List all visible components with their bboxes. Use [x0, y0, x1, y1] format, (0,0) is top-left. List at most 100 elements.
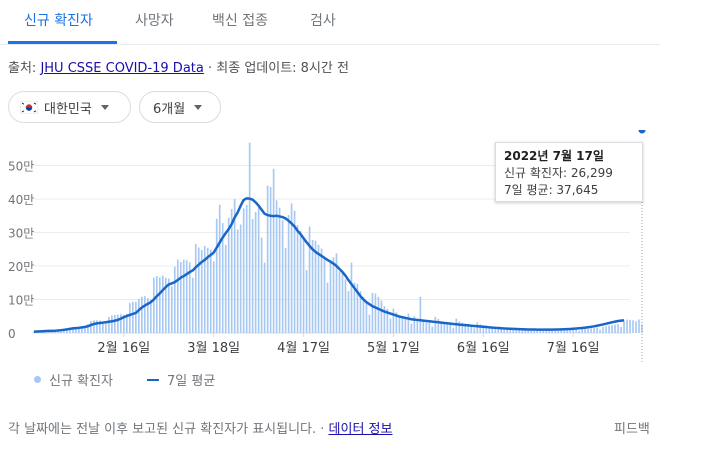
case-bar: [422, 319, 425, 333]
case-bar: [497, 327, 500, 333]
case-bar: [590, 328, 592, 333]
case-bar: [33, 331, 35, 333]
case-bar: [467, 323, 470, 333]
y-tick-label: 50만: [8, 160, 34, 174]
x-tick-label: 4월 17일: [277, 341, 330, 356]
x-tick-label: 2월 16일: [97, 341, 150, 356]
case-bar: [308, 226, 311, 333]
case-bar: [443, 322, 446, 333]
case-bar: [284, 247, 287, 333]
case-bar: [114, 314, 116, 333]
case-bar: [272, 168, 275, 333]
x-tick-label: 6월 16일: [457, 341, 510, 356]
case-bar: [218, 204, 221, 333]
case-bar: [521, 328, 524, 333]
case-bar: [140, 296, 143, 333]
case-bar: [359, 291, 362, 333]
case-bar: [629, 319, 631, 333]
case-bar: [380, 300, 383, 333]
legend-average-label: 7일 평균: [167, 374, 216, 389]
source-link[interactable]: JHU CSSE COVID-19 Data: [40, 61, 204, 76]
case-bar: [179, 261, 182, 333]
case-bar: [326, 282, 329, 333]
case-bar: [143, 296, 146, 333]
case-bar: [209, 249, 212, 333]
case-bar: [81, 326, 83, 333]
case-bar: [197, 247, 200, 333]
case-bar: [377, 296, 380, 333]
range-dropdown[interactable]: 6개월: [139, 91, 221, 123]
tab-vaccinations[interactable]: 백신 접종: [212, 13, 268, 29]
case-bar: [479, 324, 482, 333]
case-bar: [617, 324, 619, 333]
case-bar: [138, 298, 140, 333]
case-bar: [419, 296, 422, 333]
case-bar: [632, 320, 634, 333]
case-bar: [638, 319, 640, 333]
case-bar: [554, 330, 556, 333]
y-tick-label: 10만: [8, 294, 34, 308]
feedback-link[interactable]: 피드백: [614, 422, 650, 437]
case-bar: [135, 301, 137, 333]
tab-deaths[interactable]: 사망자: [135, 13, 174, 29]
case-bar: [518, 328, 521, 333]
case-bar: [191, 277, 194, 333]
region-dropdown[interactable]: 대한민국: [8, 91, 131, 123]
case-bar: [117, 314, 119, 333]
case-bar: [84, 325, 86, 333]
case-bar: [341, 272, 344, 333]
case-bar: [542, 329, 544, 333]
case-bar: [90, 320, 92, 333]
tab-tests[interactable]: 검사: [310, 13, 336, 29]
case-bar: [587, 328, 589, 333]
case-bar: [545, 329, 547, 333]
case-bar: [227, 218, 230, 333]
x-axis-labels: 2월 16일 3월 18일 4월 17일 5월 17일 6월 16일 7월 16일: [97, 333, 600, 356]
case-bar: [452, 327, 455, 333]
case-bar: [635, 321, 637, 333]
case-bar: [446, 323, 449, 333]
case-bar: [416, 318, 419, 333]
case-bar: [206, 247, 209, 333]
seven-day-average-line: [33, 197, 625, 333]
case-bar: [120, 314, 122, 333]
case-bar: [323, 257, 326, 333]
data-info-link[interactable]: 데이터 정보: [328, 422, 393, 437]
tab-new-cases[interactable]: 신규 확진자: [24, 13, 93, 29]
active-tab-indicator: [8, 41, 117, 44]
case-bar: [344, 279, 347, 333]
source-prefix: 출처:: [8, 61, 41, 76]
case-bar: [626, 319, 628, 333]
case-bar: [386, 308, 389, 333]
case-bar: [536, 330, 538, 333]
case-bar: [296, 225, 299, 333]
case-bar: [494, 328, 497, 333]
case-bar: [563, 329, 565, 333]
source-line: 출처: JHU CSSE COVID-19 Data · 최종 업데이트: 8시…: [8, 57, 349, 76]
tooltip-date: 2022년 7월 17일: [504, 149, 604, 163]
case-bar: [431, 326, 434, 333]
chevron-down-icon: [194, 104, 203, 110]
case-bar: [99, 320, 101, 333]
case-bar: [485, 325, 488, 333]
case-bar: [611, 325, 613, 333]
case-bar: [455, 318, 458, 333]
case-bar: [257, 207, 260, 333]
data-tooltip: 2022년 7월 17일 신규 확진자: 26,299 7일 평균: 37,64…: [495, 142, 643, 202]
case-bar: [242, 208, 245, 333]
case-bar: [602, 326, 604, 333]
case-bar: [236, 229, 239, 333]
case-bar: [335, 253, 338, 333]
case-bar: [464, 323, 467, 333]
case-bar: [182, 259, 185, 333]
case-bar: [362, 297, 365, 333]
case-bar: [482, 325, 485, 333]
case-bar: [539, 329, 541, 333]
case-bar: [87, 323, 89, 333]
last-updated: 최종 업데이트: 8시간 전: [216, 61, 349, 76]
case-bar: [488, 326, 491, 333]
case-bar: [515, 329, 518, 333]
hover-point: [637, 130, 647, 135]
case-bar: [578, 330, 580, 333]
case-bar: [314, 240, 317, 333]
